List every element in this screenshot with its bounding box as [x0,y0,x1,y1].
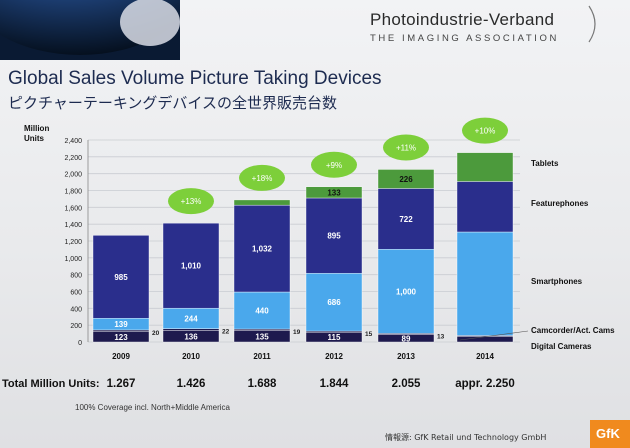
x-tick-label: 2014 [476,352,494,361]
growth-bubble [311,151,357,178]
total-value: 1.844 [319,378,349,390]
growth-bubble [168,188,214,215]
data-label: 985 [114,273,128,282]
y-tick-label: 1,400 [64,222,82,229]
org-bracket [588,5,596,43]
org-tagline: THE IMAGING ASSOCIATION [370,33,559,44]
y-tick-label: 2,000 [64,172,82,179]
x-tick-label: 2013 [397,352,415,361]
y-tick-label: 1,000 [64,256,82,263]
data-label: 136 [184,332,198,341]
totals-row: Total Million Units: 1.267 1.426 1.688 1… [0,378,630,396]
x-tick-label: 2010 [182,352,200,361]
org-name: Photoindustrie-Verband [370,10,555,29]
data-label: 1,010 [181,262,202,271]
data-label: 722 [399,215,413,224]
y-axis-label: Million [24,124,49,133]
camcorders-bar [92,329,150,332]
featurephones-bar [92,235,150,319]
data-label: 139 [114,320,128,329]
gfk-logo: GfK [590,420,630,448]
stacked-bar-chart: 0 200 400 600 800 1,000 1,200 1,400 1,600 1,800 2,… [24,117,615,361]
total-value: 2.055 [391,378,421,390]
smartphones-bar [377,249,435,334]
total-value: 1.267 [106,378,136,390]
camcorders-bar [162,328,220,331]
total-value: appr. 2.250 [455,378,515,390]
data-label: 686 [327,298,341,307]
data-label: 115 [328,333,341,342]
eye-logo [0,0,180,60]
total-value: 1.426 [176,378,206,390]
tablets-bar [233,199,291,206]
tablets-bar [377,169,435,189]
data-label: 22 [222,329,230,336]
y-tick-label: 1,600 [64,205,82,212]
growth-bubble [462,117,508,144]
smartphones-bar [456,231,514,336]
legend-label: Camcorder/Act. Cams [531,326,615,335]
growth-label: +18% [252,174,273,183]
chart-subtitle: ピクチャーテーキングデバイスの全世界販売台数 [8,94,337,112]
y-axis-label: Units [24,134,45,143]
data-label: 440 [255,307,269,316]
featurephones-bar [162,222,220,309]
data-label: 19 [293,329,301,336]
y-tick-label: 1,800 [64,189,82,196]
tablets-bar [305,186,363,199]
legend-label: Featurephones [531,199,589,208]
y-tick-label: 600 [70,290,82,297]
data-label: 1,032 [252,245,273,254]
y-tick-label: 2,200 [64,155,82,162]
total-value: 1.688 [247,378,277,390]
featurephones-bar [233,204,291,293]
x-tick-label: 2009 [112,352,130,361]
data-label: 135 [255,332,269,341]
data-label: 15 [365,331,373,338]
legend-label: Tablets [531,159,559,168]
data-label: 226 [399,175,413,184]
y-tick-label: 2,400 [64,138,82,145]
org-header: Photoindustrie-Verband THE IMAGING ASSOC… [370,10,559,44]
smartphones-bar [305,273,363,332]
featurephones-bar [377,188,435,250]
source-credit: 情報源: GfK Retail und Technology GmbH [385,433,547,442]
data-label: 20 [152,330,160,337]
growth-label: +10% [475,127,496,136]
growth-bubble [383,134,429,161]
y-tick-label: 400 [70,306,82,313]
y-tick-label: 1,200 [64,239,82,246]
gfk-logo-text: GfK [596,426,620,441]
growth-bubble [239,164,285,191]
y-tick-label: 800 [70,273,82,280]
chart-title: Global Sales Volume Picture Taking Devic… [8,68,382,89]
camcorders-bar [233,328,291,331]
growth-label: +9% [326,161,342,170]
legend-label: Digital Cameras [531,342,592,351]
data-label: 89 [402,334,411,343]
legend-connector [459,330,529,341]
growth-label: +11% [396,143,416,152]
featurephones-bar [305,197,363,274]
growth-label: +13% [181,197,202,206]
legend-label: Smartphones [531,277,583,286]
totals-label: Total Million Units: [2,378,100,390]
y-tick-label: 0 [78,340,82,347]
tablets-bar [456,152,514,182]
data-label: 123 [114,333,128,342]
data-label: 13 [437,333,445,340]
data-label: 133 [327,188,341,197]
data-label: 244 [184,314,198,323]
coverage-note: 100% Coverage incl. North+Middle America [75,403,230,412]
x-tick-label: 2011 [253,352,271,361]
data-label: 895 [327,232,341,241]
y-tick-label: 200 [70,323,82,330]
x-tick-label: 2012 [325,352,343,361]
data-label: 1,000 [396,287,417,296]
featurephones-bar [456,181,514,233]
